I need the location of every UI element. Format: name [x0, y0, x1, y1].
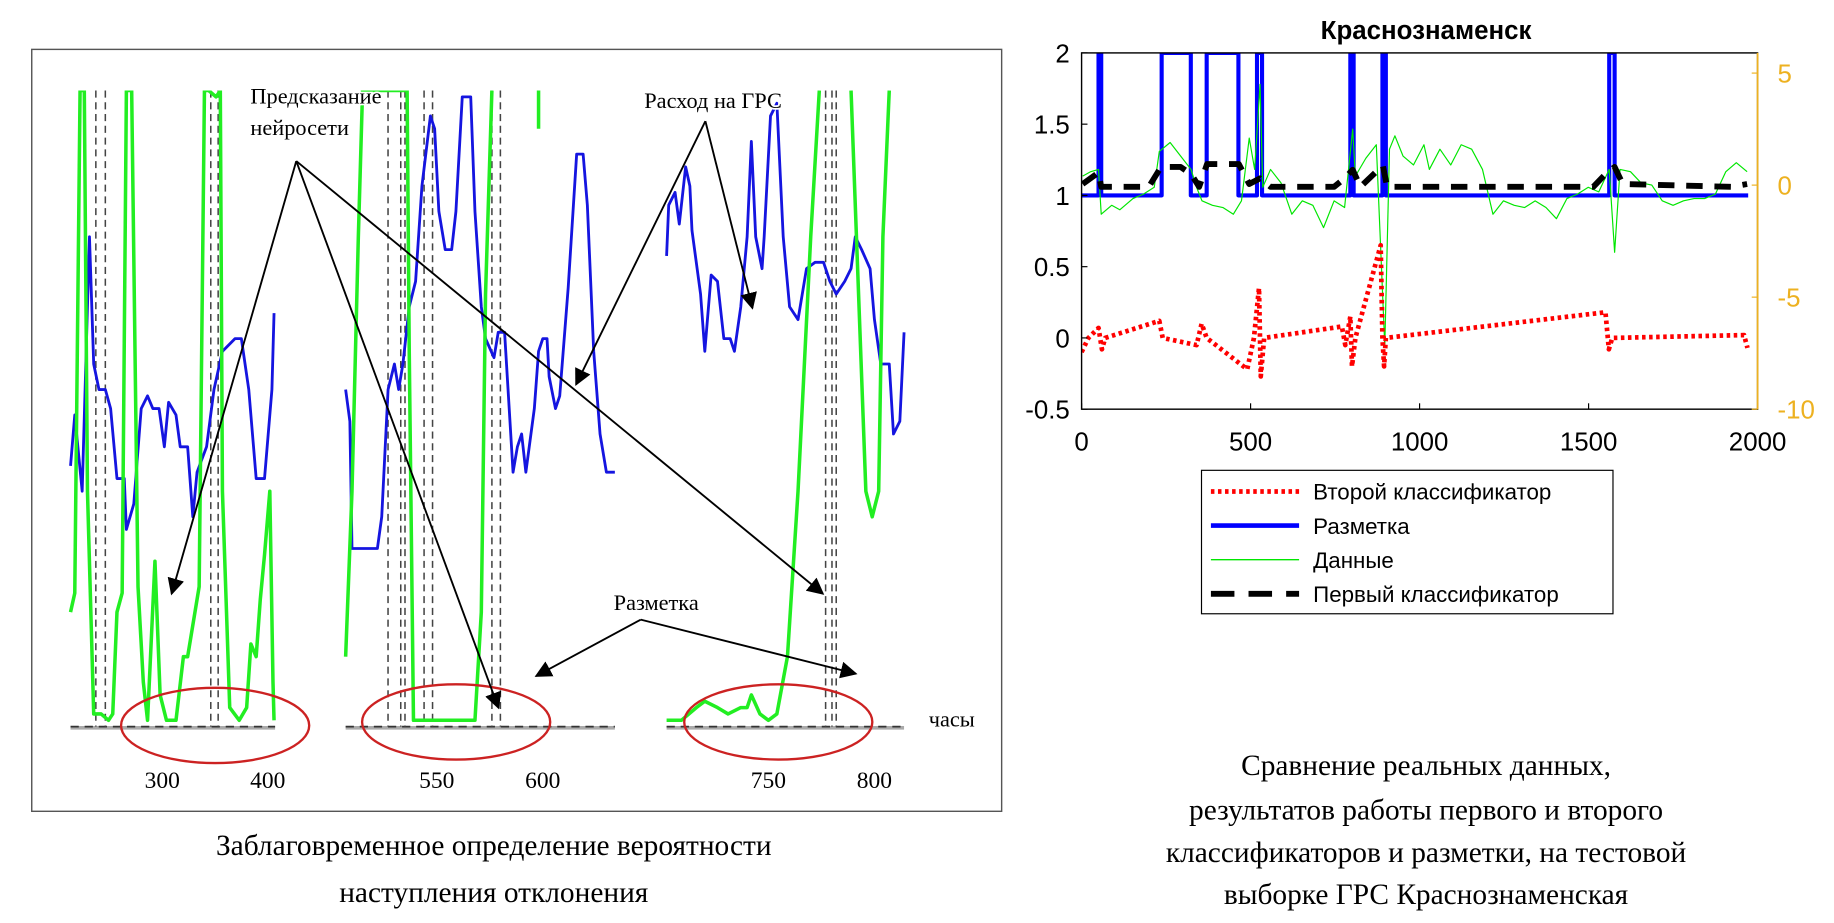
legend-label-second-classifier: Второй классификатор	[1313, 480, 1551, 505]
x-tick-label: 600	[525, 768, 560, 794]
series-prediction	[849, 90, 892, 519]
label-hours: часы	[929, 707, 975, 732]
plot-area-frame	[1080, 52, 1759, 410]
series-prediction	[666, 90, 822, 723]
legend-label-markup: Разметка	[1313, 514, 1410, 539]
annotation-arrows	[167, 120, 858, 710]
series-first-classifier	[1081, 161, 1748, 190]
legend-label-data: Данные	[1313, 548, 1394, 573]
chart-title: Краснознаменск	[1321, 17, 1532, 45]
label-prediction-line2: нейросети	[250, 115, 349, 140]
right-chart: Краснознаменск 0 500 1000 1500 2000 2 1.5 1 0.5 0…	[1025, 17, 1815, 615]
arrow-markup-1	[534, 618, 642, 677]
legend-label-first-classifier: Первый классификатор	[1313, 582, 1559, 607]
y-tick-label: 1	[1055, 183, 1069, 211]
left-chart: 300 400 550 600 750 800 Предсказание нейросет…	[31, 48, 1003, 813]
label-prediction-line1: Предсказание	[250, 83, 381, 108]
arrow-flow-2	[704, 120, 757, 310]
highlight-ellipse-1	[119, 686, 311, 765]
series-flow	[69, 235, 276, 531]
right-y-tick-label: -5	[1778, 285, 1801, 313]
arrow-prediction-1	[167, 160, 298, 596]
label-flow: Расход на ГРС	[644, 88, 782, 113]
y-tick-label: 0	[1055, 325, 1069, 353]
label-markup: Разметка	[614, 590, 699, 615]
x-tick-label: 750	[751, 768, 786, 794]
arrow-prediction-2	[295, 160, 502, 710]
series-markup	[1081, 52, 1749, 198]
series-prediction	[68, 90, 276, 723]
x-tick-label: 0	[1074, 428, 1088, 456]
legend: Второй классификатор Разметка Данные Пер…	[1200, 469, 1614, 615]
left-chart-frame	[31, 48, 1003, 813]
x-tick-label: 550	[419, 768, 454, 794]
right-caption-line-2: результатов работы первого и второго	[1189, 795, 1663, 827]
y-tick-label: 1.5	[1034, 112, 1070, 140]
right-y-tick-label: 5	[1778, 60, 1792, 88]
arrow-flow-1	[575, 120, 707, 387]
x-tick-label: 800	[857, 768, 892, 794]
y-tick-label: 0.5	[1034, 254, 1070, 282]
right-y-tick-label: -10	[1778, 397, 1815, 425]
series-data	[1082, 83, 1748, 347]
x-tick-label: 2000	[1729, 428, 1787, 456]
x-tick-label: 500	[1229, 428, 1272, 456]
left-caption-line-1: Заблаговременное определение вероятности	[216, 830, 772, 862]
legend-box	[1200, 469, 1614, 615]
y-tick-label: 2	[1055, 40, 1069, 68]
x-tick-label: 1500	[1560, 428, 1618, 456]
y-tick-label: -0.5	[1025, 397, 1070, 425]
right-caption-line-1: Сравнение реальных данных,	[1241, 750, 1611, 782]
right-caption-line-4: выборке ГРС Краснознаменская	[1224, 879, 1628, 911]
series-prediction	[343, 90, 494, 723]
x-tick-label: 300	[145, 768, 180, 794]
right-caption-line-3: классификаторов и разметки, на тестовой	[1166, 837, 1687, 869]
right-y-tick-label: 0	[1778, 173, 1792, 201]
series-flow	[665, 101, 906, 436]
x-tick-label: 1000	[1391, 428, 1449, 456]
series-second-classifier	[1081, 242, 1750, 379]
x-tick-label: 400	[250, 768, 285, 794]
highlight-ellipse-3	[683, 683, 874, 761]
left-caption-line-2: наступления отклонения	[339, 877, 648, 909]
arrow-prediction-3	[295, 160, 825, 595]
arrow-markup-2	[640, 618, 858, 679]
highlight-ellipse-2	[360, 683, 552, 761]
